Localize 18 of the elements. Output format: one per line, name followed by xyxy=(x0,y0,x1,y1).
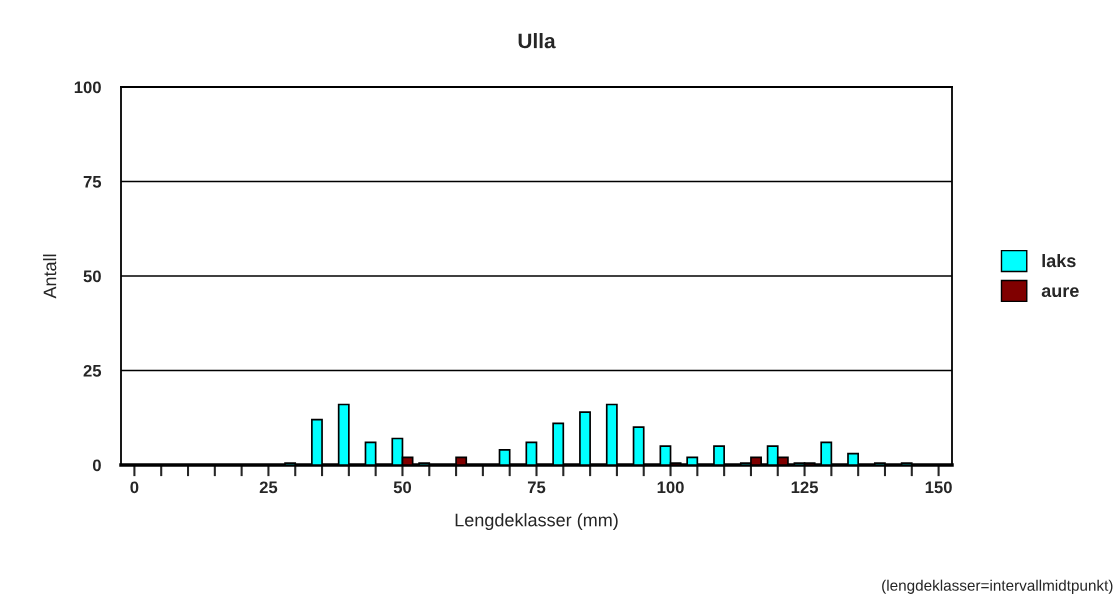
text: (lengdeklasser=intervallmidtpunkt) xyxy=(882,579,1113,594)
x-tick-label: 50 xyxy=(393,481,412,494)
y-tick-label: 25 xyxy=(83,364,102,377)
x-tick-label: 0 xyxy=(130,481,139,494)
y-tick-label: 0 xyxy=(92,459,101,472)
x-tick-label: 25 xyxy=(259,481,278,494)
legend-label: aure xyxy=(1041,287,1079,298)
legend-label: laks xyxy=(1042,253,1076,268)
x-axis-title: Lengdeklasser (mm) xyxy=(455,513,618,531)
x-tick-label: 75 xyxy=(527,481,546,494)
chart-title: Ulla xyxy=(518,33,556,49)
y-axis-title: Antall xyxy=(43,254,57,299)
x-tick-label: 100 xyxy=(657,481,684,494)
x-tick-label: 150 xyxy=(925,481,952,494)
y-tick-label: 75 xyxy=(83,176,102,188)
x-tick-label: 125 xyxy=(791,481,819,494)
y-tick-label: 50 xyxy=(83,270,101,283)
y-tick-label: 100 xyxy=(74,81,101,94)
